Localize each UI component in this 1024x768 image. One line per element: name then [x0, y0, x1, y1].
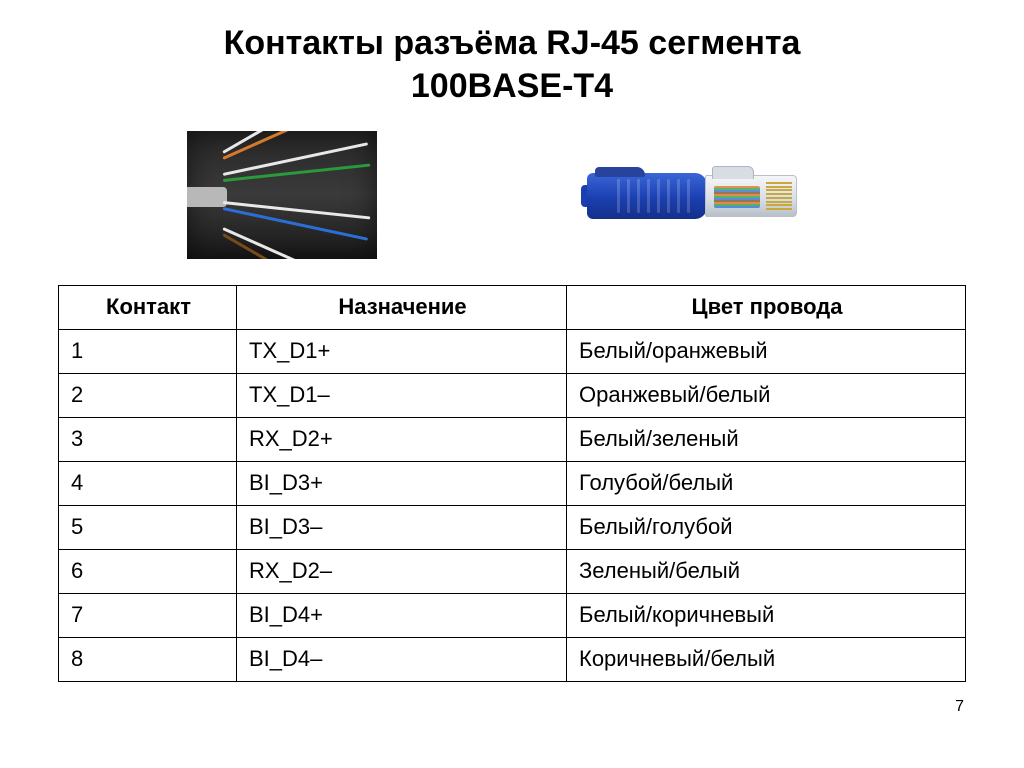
boot-rib — [617, 179, 620, 213]
table-row: 6RX_D2–Зеленый/белый — [59, 550, 966, 594]
header-contact: Контакт — [59, 286, 237, 330]
table-row: 4BI_D3+Голубой/белый — [59, 462, 966, 506]
page-title: Контакты разъёма RJ-45 сегмента 100BASE-… — [0, 0, 1024, 107]
cell-assignment: BI_D3– — [237, 506, 567, 550]
boot-rib — [657, 179, 660, 213]
table-row: 7BI_D4+Белый/коричневый — [59, 594, 966, 638]
cell-assignment: BI_D4– — [237, 638, 567, 682]
cell-color: Белый/коричневый — [567, 594, 966, 638]
cell-contact: 1 — [59, 330, 237, 374]
rj45-connector-image — [587, 131, 837, 259]
images-row — [0, 131, 1024, 259]
rj45-graphic — [587, 131, 837, 259]
cell-assignment: TX_D1+ — [237, 330, 567, 374]
pinout-table: Контакт Назначение Цвет провода 1TX_D1+Б… — [58, 285, 966, 682]
boot-rib — [647, 179, 650, 213]
title-line-1: Контакты разъёма RJ-45 сегмента — [224, 24, 801, 62]
cell-contact: 7 — [59, 594, 237, 638]
cell-color: Зеленый/белый — [567, 550, 966, 594]
boot-rib — [627, 179, 630, 213]
table-row: 3RX_D2+Белый/зеленый — [59, 418, 966, 462]
boot-rib — [637, 179, 640, 213]
cell-color: Голубой/белый — [567, 462, 966, 506]
cell-assignment: BI_D4+ — [237, 594, 567, 638]
header-assignment: Назначение — [237, 286, 567, 330]
cell-contact: 2 — [59, 374, 237, 418]
cell-contact: 3 — [59, 418, 237, 462]
table-row: 8BI_D4–Коричневый/белый — [59, 638, 966, 682]
cell-contact: 5 — [59, 506, 237, 550]
rj45-boot — [587, 173, 707, 219]
boot-rib — [667, 179, 670, 213]
rj45-wire-window — [714, 186, 760, 208]
cell-color: Белый/зеленый — [567, 418, 966, 462]
rj45-pins — [766, 182, 792, 210]
table-row: 5BI_D3–Белый/голубой — [59, 506, 966, 550]
cell-color: Белый/голубой — [567, 506, 966, 550]
twisted-pair-graphic — [187, 131, 377, 259]
cable-jacket — [187, 187, 227, 207]
table-row: 1TX_D1+Белый/оранжевый — [59, 330, 966, 374]
cell-color: Оранжевый/белый — [567, 374, 966, 418]
cell-contact: 8 — [59, 638, 237, 682]
cell-contact: 6 — [59, 550, 237, 594]
page-number: 7 — [955, 698, 964, 716]
boot-rib — [687, 179, 690, 213]
cell-color: Белый/оранжевый — [567, 330, 966, 374]
table-row: 2TX_D1–Оранжевый/белый — [59, 374, 966, 418]
title-line-2: 100BASE-T4 — [411, 67, 613, 105]
wire — [223, 164, 371, 182]
boot-rib — [677, 179, 680, 213]
cell-assignment: TX_D1– — [237, 374, 567, 418]
table-header-row: Контакт Назначение Цвет провода — [59, 286, 966, 330]
wire — [223, 201, 371, 219]
header-color: Цвет провода — [567, 286, 966, 330]
cell-color: Коричневый/белый — [567, 638, 966, 682]
cell-assignment: RX_D2+ — [237, 418, 567, 462]
wire — [222, 131, 351, 160]
rj45-plug — [705, 175, 797, 217]
cell-contact: 4 — [59, 462, 237, 506]
twisted-pair-image — [187, 131, 377, 259]
cell-assignment: RX_D2– — [237, 550, 567, 594]
cell-assignment: BI_D3+ — [237, 462, 567, 506]
